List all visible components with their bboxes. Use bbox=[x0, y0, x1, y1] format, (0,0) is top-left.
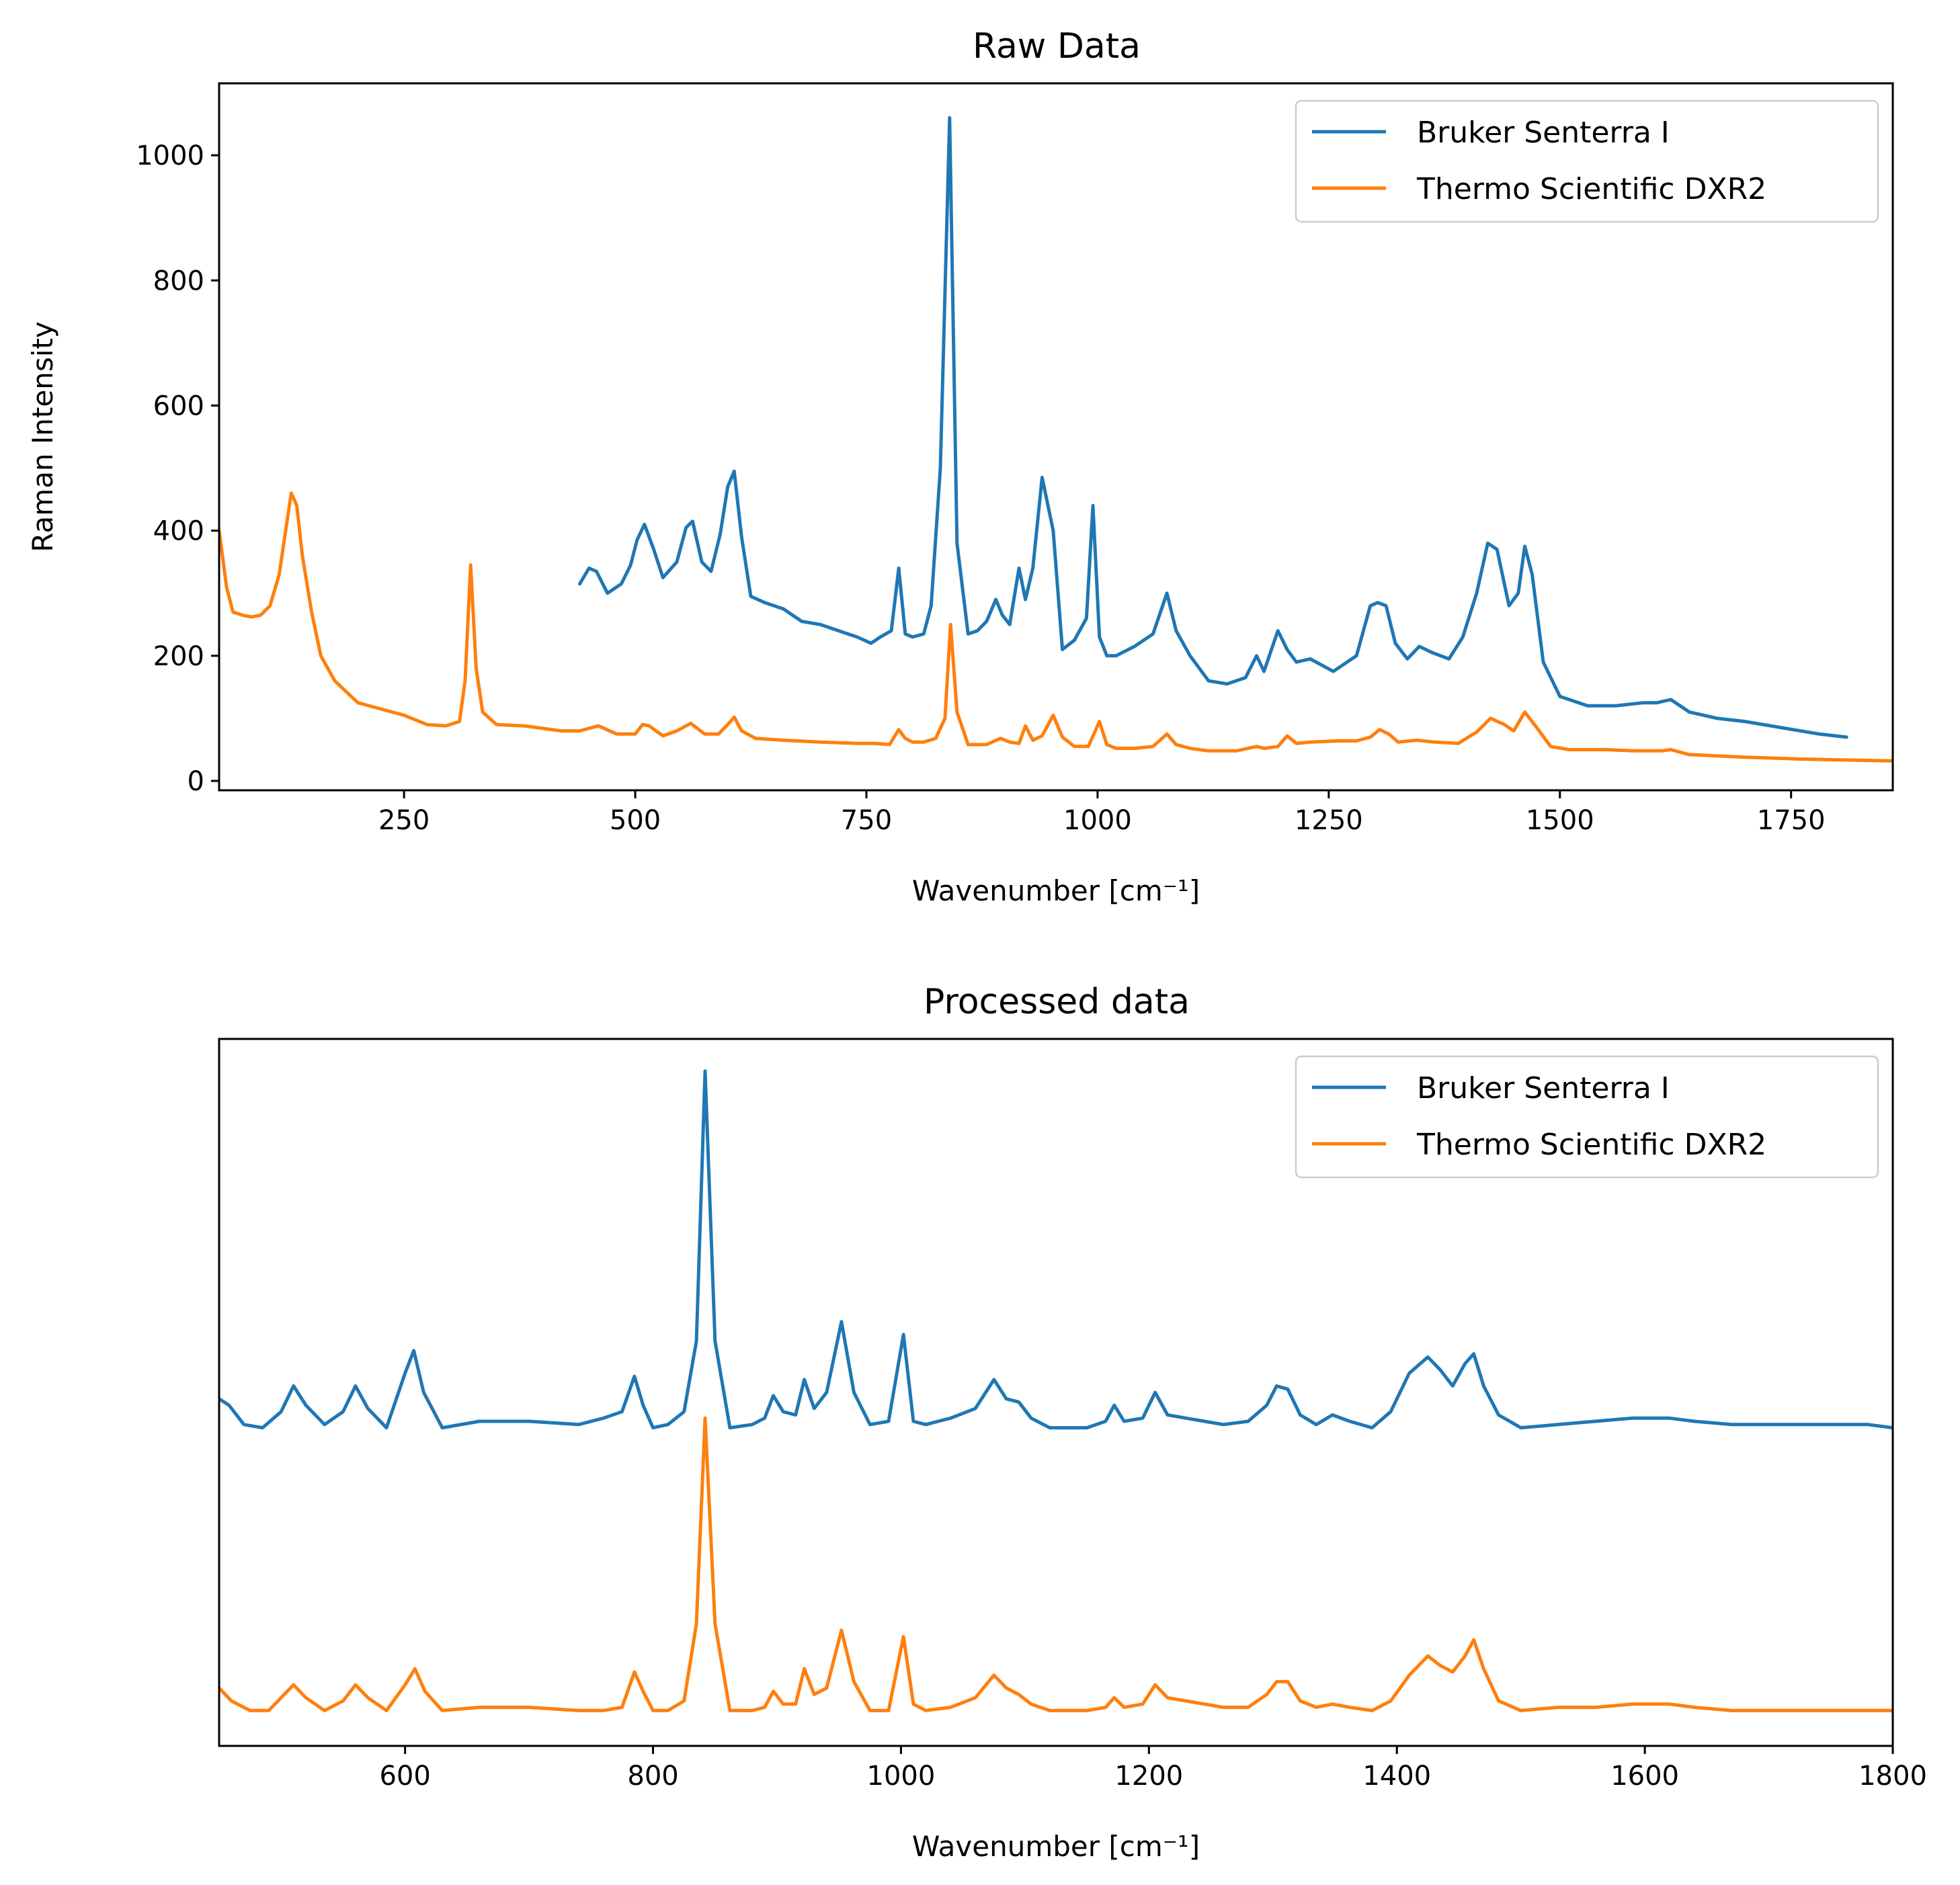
processed-data-series-bruker-line bbox=[219, 1069, 1893, 1430]
raw-data-legend-label-bruker: Bruker Senterra I bbox=[1417, 116, 1670, 150]
raw-data-y-tick-label: 200 bbox=[153, 641, 204, 672]
processed-data-legend-label-bruker: Bruker Senterra I bbox=[1417, 1071, 1670, 1105]
raw-data-legend: Bruker Senterra I Thermo Scientific DXR2 bbox=[1295, 99, 1879, 223]
raw-data-x-tick-label: 1500 bbox=[1526, 805, 1594, 836]
raw-data-legend-label-thermo: Thermo Scientific DXR2 bbox=[1416, 172, 1766, 206]
raw-data-y-tick-label: 1000 bbox=[136, 140, 204, 171]
raw-data-x-axis-label: Wavenumber [cm⁻¹] bbox=[912, 874, 1200, 907]
raw-data-x-tick-label: 250 bbox=[378, 805, 430, 836]
raw-data-y-tick-label: 0 bbox=[188, 766, 204, 797]
processed-data-plot: Processed data 600 800 1000 1200 1400 1600 180… bbox=[218, 982, 1927, 1863]
raw-data-x-tick-label: 1250 bbox=[1295, 805, 1363, 836]
processed-data-lines bbox=[219, 1069, 1893, 1712]
raw-data-x-ticks: 250 500 750 1000 1250 1500 1750 bbox=[378, 790, 1826, 836]
processed-data-x-tick-label: 1000 bbox=[867, 1761, 936, 1792]
processed-data-axes-frame bbox=[218, 1038, 1894, 1747]
processed-data-x-tick-label: 1800 bbox=[1859, 1761, 1927, 1792]
processed-data-title: Processed data bbox=[924, 982, 1190, 1022]
raw-data-y-axis-label: Raman Intensity bbox=[26, 321, 59, 552]
raw-data-plot: Raw Data 250 500 750 1000 1250 1500 1750 0 200 4… bbox=[26, 26, 1894, 907]
raw-data-y-ticks: 0 200 400 600 800 1000 bbox=[136, 140, 219, 797]
processed-data-series-thermo-line bbox=[219, 1416, 1893, 1712]
processed-data-legend: Bruker Senterra I Thermo Scientific DXR2 bbox=[1295, 1055, 1879, 1179]
processed-data-x-tick-label: 1600 bbox=[1610, 1761, 1679, 1792]
raw-data-legend-box bbox=[1295, 99, 1879, 223]
raw-data-series-thermo-line bbox=[219, 491, 1893, 763]
raw-data-y-tick-label: 400 bbox=[153, 516, 204, 547]
processed-data-legend-box bbox=[1295, 1055, 1879, 1179]
processed-data-legend-label-thermo: Thermo Scientific DXR2 bbox=[1416, 1128, 1766, 1162]
raw-data-x-tick-label: 500 bbox=[610, 805, 661, 836]
processed-data-x-tick-label: 1200 bbox=[1114, 1761, 1183, 1792]
processed-data-x-ticks: 600 800 1000 1200 1400 1600 1800 bbox=[379, 1746, 1927, 1792]
processed-data-x-tick-label: 1400 bbox=[1362, 1761, 1431, 1792]
processed-data-x-axis-label: Wavenumber [cm⁻¹] bbox=[912, 1830, 1200, 1863]
raw-data-lines bbox=[219, 116, 1893, 763]
raw-data-series-bruker-line bbox=[578, 116, 1848, 739]
processed-data-x-tick-label: 800 bbox=[627, 1761, 678, 1792]
raw-data-title: Raw Data bbox=[973, 26, 1141, 67]
raw-data-y-tick-label: 600 bbox=[153, 390, 204, 421]
raw-data-x-tick-label: 1000 bbox=[1063, 805, 1132, 836]
raw-data-x-tick-label: 750 bbox=[841, 805, 892, 836]
raw-data-axes-frame bbox=[218, 82, 1894, 792]
raw-data-x-tick-label: 1750 bbox=[1757, 805, 1826, 836]
processed-data-x-tick-label: 600 bbox=[379, 1761, 430, 1792]
raw-data-y-tick-label: 800 bbox=[153, 265, 204, 296]
